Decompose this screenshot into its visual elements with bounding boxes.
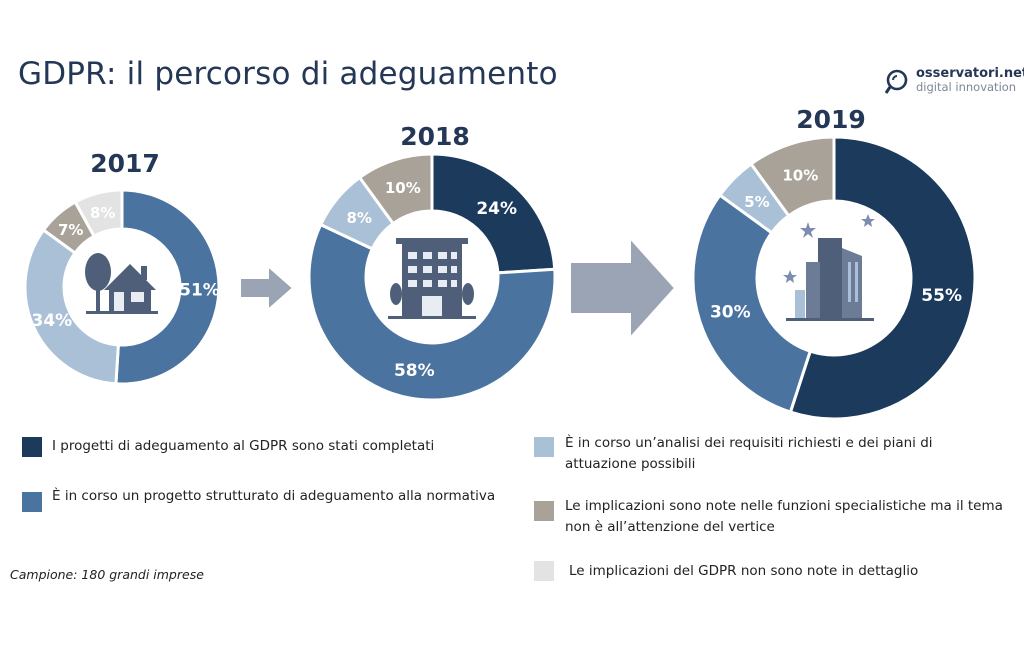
slice-value-label: 8% [90, 204, 115, 222]
logo-name: osservatori.net [916, 66, 1024, 81]
donut-slice [691, 193, 813, 414]
house-icon [85, 253, 158, 314]
donut-slice [788, 135, 977, 421]
legend-swatch-known-specialist [534, 501, 554, 521]
legend-item-not-known: Le implicazioni del GDPR non sono note i… [569, 563, 919, 579]
donut-slice [23, 227, 120, 386]
arrow-right-icon [239, 263, 295, 313]
donut-slice [430, 152, 557, 275]
donut-slice [749, 135, 836, 218]
donut-chart-2019: 55% 30% 5% 10% [691, 135, 977, 421]
slice-value-label: 5% [744, 193, 769, 211]
legend-item-completed: I progetti di adeguamento al GDPR sono s… [52, 438, 435, 454]
skyscrapers-icon [783, 214, 875, 321]
slice-value-label: 10% [385, 179, 421, 197]
slice-value-label: 55% [921, 286, 962, 306]
sample-note: Campione: 180 grandi imprese [10, 567, 204, 582]
building-icon [388, 238, 476, 319]
slice-value-label: 24% [476, 199, 517, 219]
slice-value-label: 51% [179, 280, 220, 300]
legend-item-analysis: È in corso un’analisi dei requisiti rich… [565, 435, 933, 472]
chart-year-title: 2019 [796, 105, 866, 134]
legend-item-known-specialist: Le implicazioni sono note nelle funzioni… [565, 498, 1003, 535]
legend-item-structured: È in corso un progetto strutturato di ad… [52, 488, 496, 504]
legend-swatch-analysis [534, 437, 554, 457]
legend-swatch-structured [22, 492, 42, 512]
donut-slice [114, 188, 221, 386]
slice-value-label: 58% [394, 361, 435, 381]
slice-value-label: 10% [782, 166, 818, 184]
slice-value-label: 8% [346, 209, 371, 227]
magnifier-logo-icon [884, 69, 908, 94]
legend-swatch-completed [22, 437, 42, 457]
slice-value-label: 7% [58, 221, 83, 239]
chart-year-title: 2017 [90, 149, 160, 178]
legend-swatch-not-known [534, 561, 554, 581]
donut-slice [307, 222, 557, 402]
page-title: GDPR: il percorso di adeguamento [18, 56, 558, 92]
chart-year-title: 2018 [400, 122, 470, 151]
logo-tagline: digital innovation [916, 80, 1017, 94]
arrow-right-icon [569, 235, 677, 341]
donut-charts: 55% 30% 5% 10% 24% 58% 8% 10% 51% 34% 7% 8% [23, 105, 977, 421]
osservatori-logo: osservatori.net digital innovation [884, 66, 1024, 100]
slice-value-label: 34% [32, 311, 73, 331]
donut-slice [357, 152, 434, 226]
slice-value-label: 30% [710, 303, 751, 323]
donut-slice [73, 188, 124, 239]
